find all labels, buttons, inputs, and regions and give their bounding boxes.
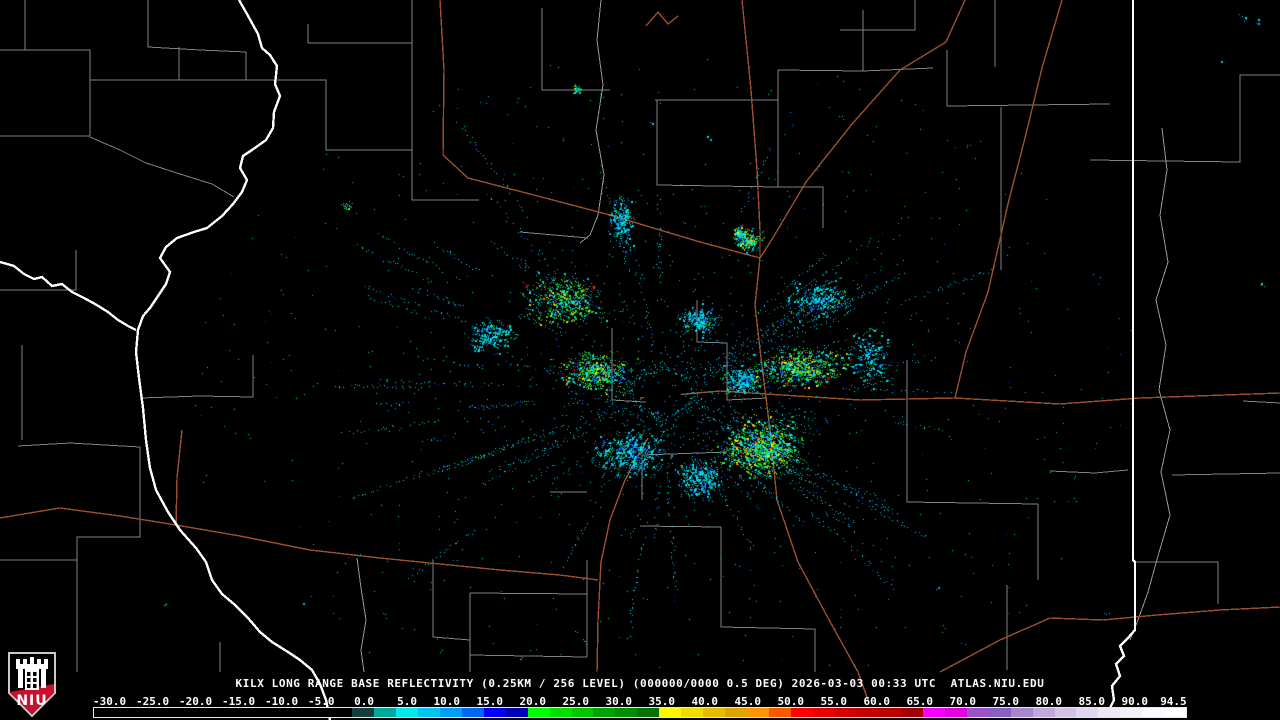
colorbar-tick-label: 94.5 bbox=[1160, 695, 1187, 708]
colorbar-segment-34 bbox=[1098, 708, 1121, 717]
colorbar-segment-28 bbox=[966, 708, 989, 717]
colorbar-tick-label: 65.0 bbox=[906, 695, 934, 708]
colorbar-tick-labels: -30.0 -25.0 -20.0 -15.0 -10.0 -5.0 0.0 5.0 10.0 1… bbox=[0, 695, 1280, 708]
colorbar-tick-label: 20.0 bbox=[519, 695, 547, 708]
colorbar-tick-label: 40.0 bbox=[691, 695, 719, 708]
colorbar-tick-label: -15.0 bbox=[222, 695, 256, 708]
colorbar-tick-label: -5.0 bbox=[308, 695, 335, 708]
colorbar-segment-12 bbox=[615, 708, 638, 717]
colorbar-segment-4 bbox=[439, 708, 462, 717]
colorbar-segment-11 bbox=[593, 708, 616, 717]
colorbar-tick-label: -25.0 bbox=[136, 695, 170, 708]
colorbar-tick-label: 60.0 bbox=[863, 695, 891, 708]
colorbar-tick-label: 80.0 bbox=[1035, 695, 1063, 708]
colorbar-tick-label: 25.0 bbox=[562, 695, 590, 708]
colorbar-segment-26 bbox=[922, 708, 945, 717]
colorbar-segment-5 bbox=[461, 708, 484, 717]
colorbar-segment-22 bbox=[834, 708, 857, 717]
colorbar-segment-2 bbox=[395, 708, 418, 717]
colorbar-segment-9 bbox=[549, 708, 572, 717]
colorbar-tick-label: 55.0 bbox=[820, 695, 848, 708]
colorbar-tick-label: 15.0 bbox=[476, 695, 504, 708]
colorbar-segment-31 bbox=[1032, 708, 1055, 717]
colorbar-segment-0 bbox=[352, 708, 374, 717]
colorbar-segment-15 bbox=[681, 708, 704, 717]
reflectivity-colorbar bbox=[93, 707, 1187, 718]
colorbar-segment-36 bbox=[1142, 708, 1165, 717]
colorbar-segment-19 bbox=[769, 708, 792, 717]
colorbar-segment-16 bbox=[703, 708, 726, 717]
colorbar-segment-18 bbox=[747, 708, 770, 717]
colorbar-segment-27 bbox=[944, 708, 967, 717]
colorbar-segment-3 bbox=[417, 708, 440, 717]
colorbar-tick-label: 75.0 bbox=[992, 695, 1020, 708]
colorbar-segment-13 bbox=[637, 708, 660, 717]
colorbar-segment-10 bbox=[571, 708, 594, 717]
colorbar-tick-label: 30.0 bbox=[605, 695, 633, 708]
colorbar-segment-29 bbox=[988, 708, 1011, 717]
colorbar-tick-label: 85.0 bbox=[1078, 695, 1106, 708]
colorbar-tick-label: 50.0 bbox=[777, 695, 805, 708]
colorbar-tick-label: -30.0 bbox=[93, 695, 127, 708]
colorbar-tick-label: 5.0 bbox=[397, 695, 417, 708]
colorbar-segment-37 bbox=[1164, 708, 1187, 717]
colorbar-tick-label: 35.0 bbox=[648, 695, 676, 708]
colorbar-segment-32 bbox=[1054, 708, 1077, 717]
product-caption: KILX LONG RANGE BASE REFLECTIVITY (0.25K… bbox=[235, 677, 1045, 690]
colorbar-tick-label: 70.0 bbox=[949, 695, 977, 708]
colorbar-segment-23 bbox=[856, 708, 879, 717]
niu-castle-icon bbox=[16, 657, 48, 690]
colorbar-segment-21 bbox=[813, 708, 835, 717]
colorbar-segment-35 bbox=[1120, 708, 1143, 717]
colorbar-tick-label: 10.0 bbox=[433, 695, 461, 708]
castle-windows bbox=[27, 672, 37, 688]
colorbar-segment-20 bbox=[791, 708, 814, 717]
colorbar-tick-label: -20.0 bbox=[179, 695, 213, 708]
colorbar-tick-label: 45.0 bbox=[734, 695, 762, 708]
colorbar-segment-33 bbox=[1076, 708, 1099, 717]
colorbar-segment-14 bbox=[659, 708, 682, 717]
colorbar-segment-7 bbox=[505, 708, 528, 717]
colorbar-segment-25 bbox=[900, 708, 923, 717]
colorbar-negative-segment bbox=[94, 708, 352, 717]
colorbar-segment-1 bbox=[373, 708, 396, 717]
niu-shield-red-band bbox=[10, 684, 54, 714]
colorbar-segment-17 bbox=[725, 708, 748, 717]
colorbar-tick-label: 0.0 bbox=[354, 695, 374, 708]
colorbar-tick-label: 90.0 bbox=[1121, 695, 1149, 708]
colorbar-tick-label: -10.0 bbox=[265, 695, 299, 708]
colorbar-segment-6 bbox=[483, 708, 506, 717]
niu-logo-text: NIU bbox=[16, 693, 47, 709]
colorbar-segment-24 bbox=[878, 708, 901, 717]
niu-logo: NIU bbox=[8, 652, 56, 718]
colorbar-segment-30 bbox=[1010, 708, 1033, 717]
colorbar-segment-8 bbox=[527, 708, 550, 717]
